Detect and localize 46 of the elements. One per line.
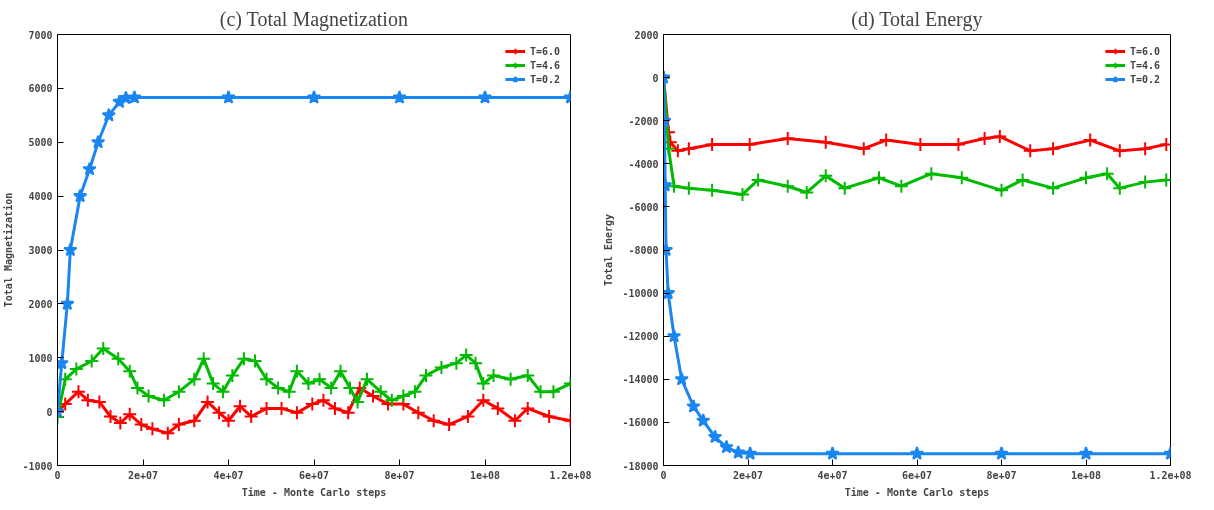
x-tick-label: 1e+08 xyxy=(1070,469,1102,481)
x-tick-label: 4e+07 xyxy=(213,469,244,481)
y-tick-label: 2000 xyxy=(634,29,659,41)
x-tick-label: 1.2e+08 xyxy=(549,469,592,481)
chart-title: (d) Total Energy xyxy=(851,7,983,31)
x-axis-title: Time - Monte Carlo steps xyxy=(844,486,990,498)
y-tick-label: -14000 xyxy=(622,374,659,386)
y-tick-label: -10000 xyxy=(622,288,659,300)
y-tick-label: -4000 xyxy=(628,158,659,170)
legend-label: T=0.2 xyxy=(1129,72,1160,86)
y-axis-title: Total Energy xyxy=(603,213,615,287)
y-tick-label: 7000 xyxy=(28,29,53,41)
legend-label: T=4.6 xyxy=(529,58,560,72)
y-tick-label: -16000 xyxy=(622,417,659,429)
x-tick-label: 0 xyxy=(54,469,61,481)
legend-label: T=6.0 xyxy=(1129,44,1160,58)
y-tick-label: 5000 xyxy=(28,137,53,149)
y-tick-label: 0 xyxy=(46,406,53,418)
x-tick-label: 6e+07 xyxy=(901,469,933,481)
x-tick-label: 0 xyxy=(660,469,667,481)
y-tick-label: -6000 xyxy=(628,201,659,213)
y-tick-label: 6000 xyxy=(28,83,53,95)
y-tick-label: -8000 xyxy=(628,245,659,256)
x-tick-label: 1e+08 xyxy=(469,469,501,481)
legend-label: T=4.6 xyxy=(1129,58,1160,72)
x-tick-label: 2e+07 xyxy=(732,469,764,481)
y-axis-title: Total Magnetization xyxy=(3,192,15,308)
x-tick-label: 8e+07 xyxy=(986,469,1017,481)
x-tick-label: 2e+07 xyxy=(127,469,159,481)
y-tick-label: -1000 xyxy=(22,460,53,472)
y-tick-label: 1000 xyxy=(28,352,53,364)
legend-label: T=6.0 xyxy=(529,44,560,58)
x-axis-title: Time - Monte Carlo steps xyxy=(241,486,387,498)
legend-label: T=0.2 xyxy=(529,72,560,86)
y-tick-label: 3000 xyxy=(28,245,53,256)
y-tick-label: -2000 xyxy=(628,115,659,127)
x-tick-label: 8e+07 xyxy=(384,469,415,481)
y-tick-label: 2000 xyxy=(28,298,53,310)
chart-title: (c) Total Magnetization xyxy=(219,7,408,31)
y-tick-label: 4000 xyxy=(28,191,53,203)
y-tick-label: 0 xyxy=(652,72,659,84)
y-tick-label: -18000 xyxy=(622,460,659,472)
x-tick-label: 1.2e+08 xyxy=(1149,469,1192,481)
x-tick-label: 6e+07 xyxy=(298,469,330,481)
x-tick-label: 4e+07 xyxy=(817,469,848,481)
y-tick-label: -12000 xyxy=(622,331,659,343)
